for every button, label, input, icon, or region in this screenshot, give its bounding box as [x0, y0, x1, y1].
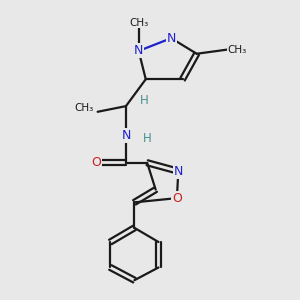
Text: O: O	[91, 156, 101, 169]
Text: H: H	[140, 94, 149, 107]
Text: CH₃: CH₃	[74, 103, 93, 112]
Text: N: N	[134, 44, 143, 57]
Text: O: O	[172, 192, 182, 205]
Text: N: N	[174, 165, 183, 178]
Text: CH₃: CH₃	[129, 18, 148, 28]
Text: CH₃: CH₃	[228, 44, 247, 55]
Text: H: H	[143, 132, 152, 145]
Text: N: N	[167, 32, 176, 45]
Text: N: N	[121, 129, 130, 142]
